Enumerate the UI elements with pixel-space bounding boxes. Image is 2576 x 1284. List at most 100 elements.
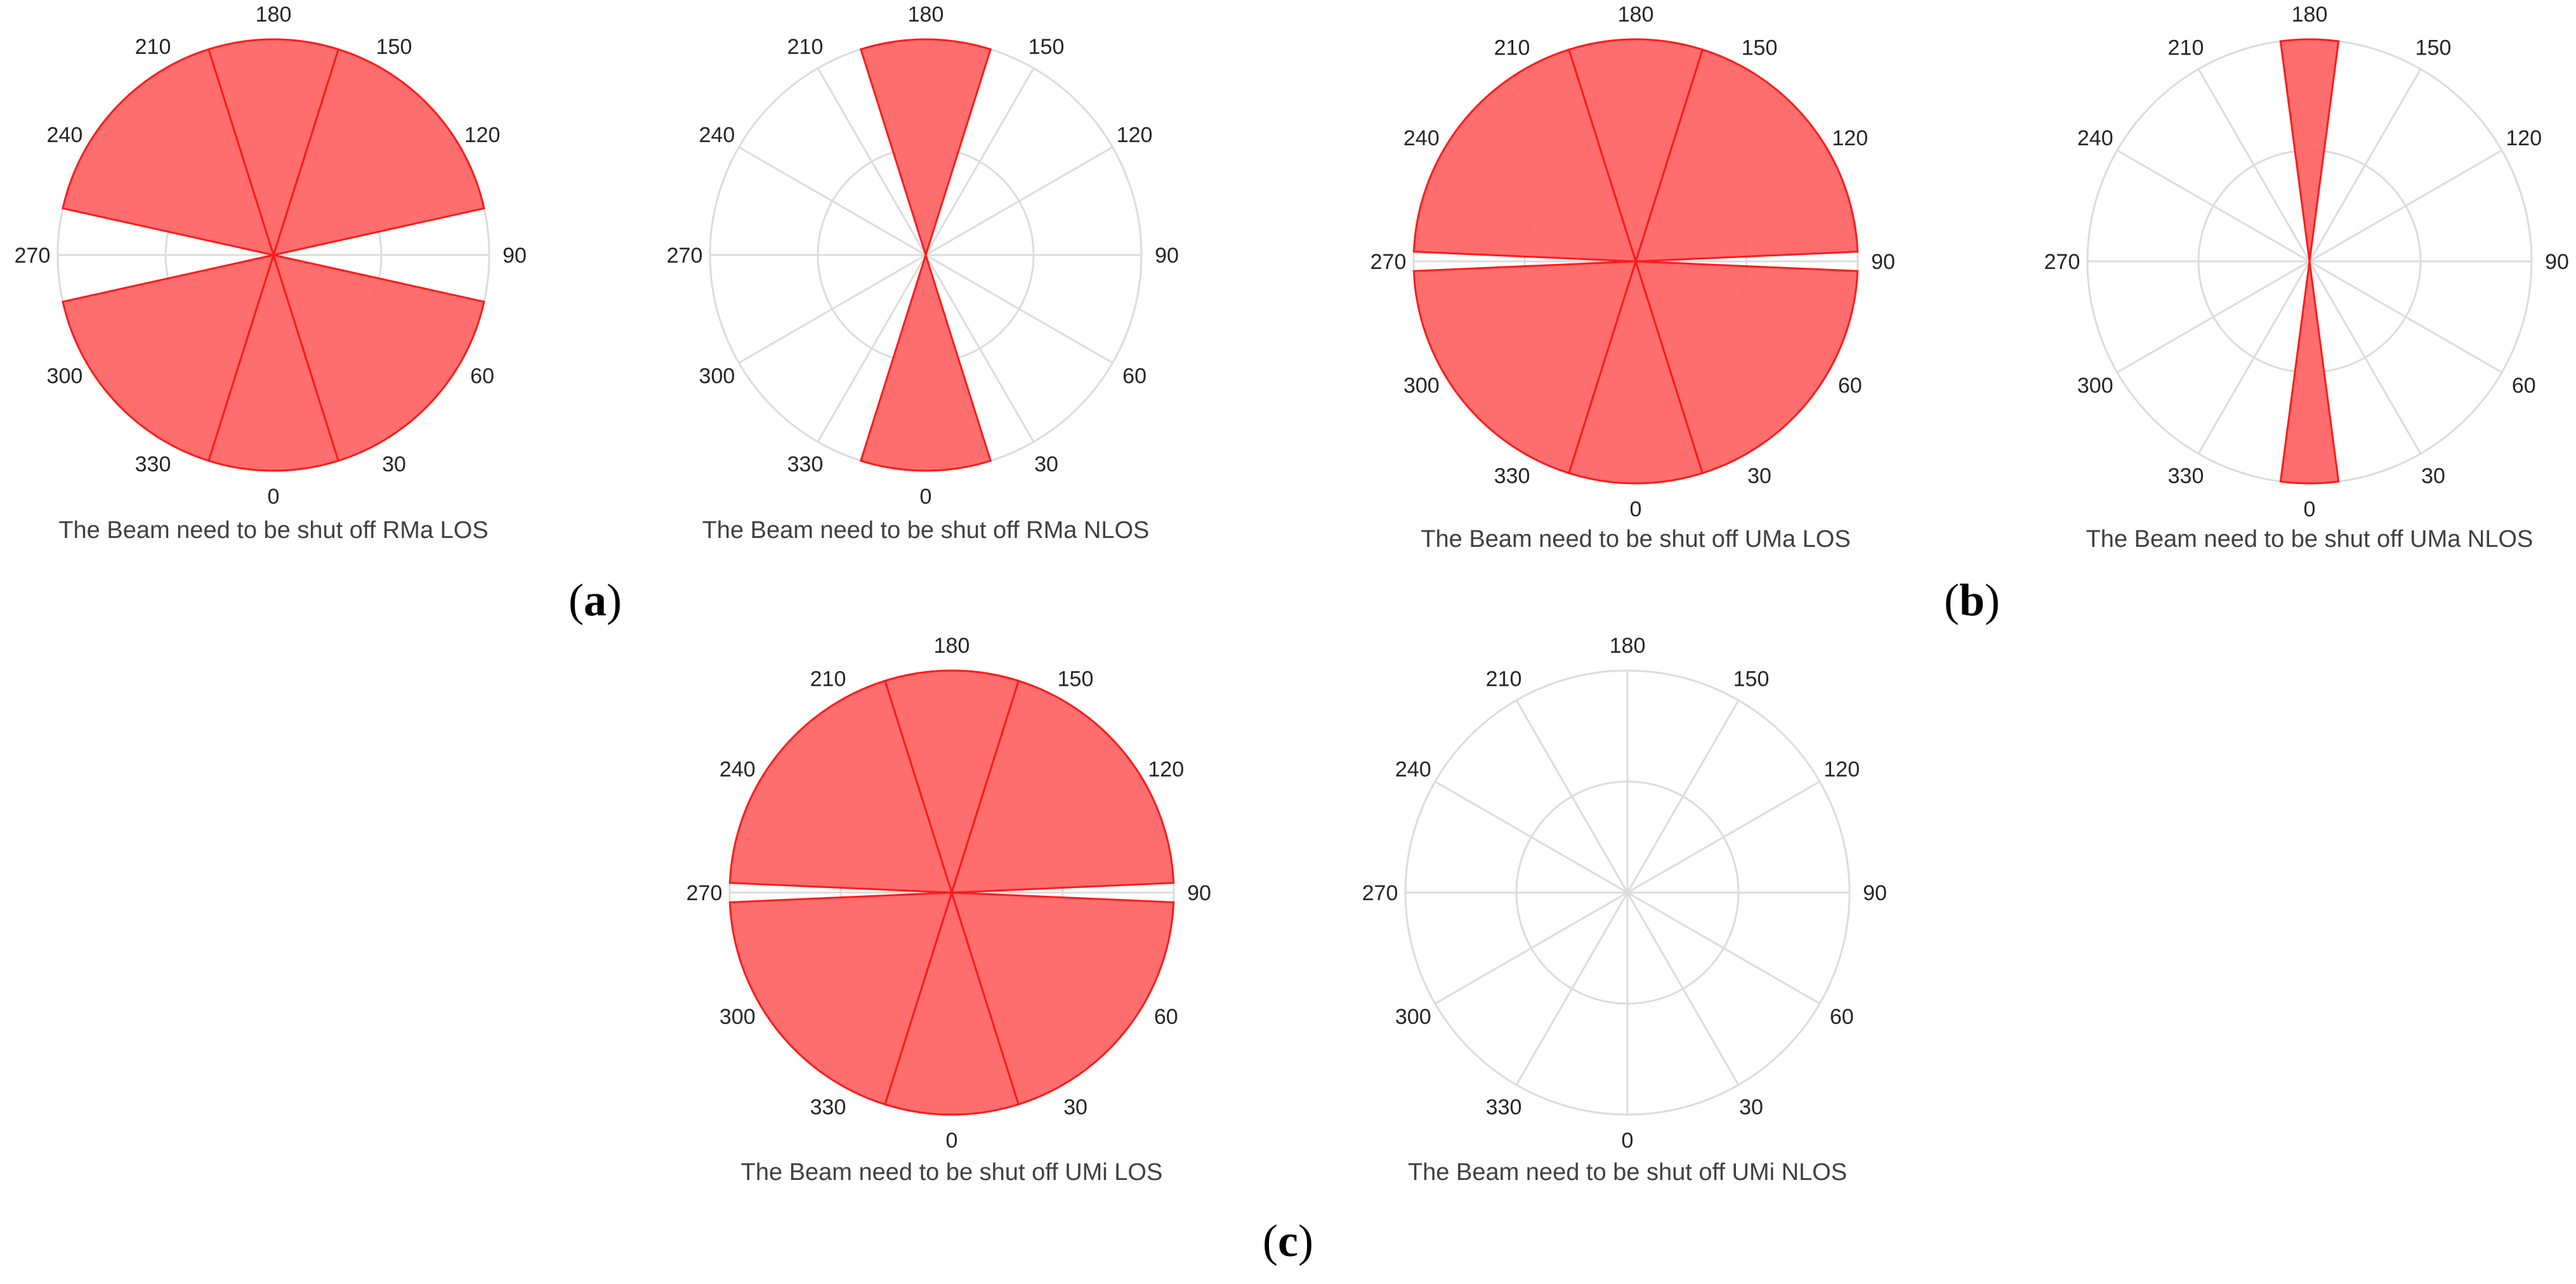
grid-spoke [924, 254, 1035, 443]
theta-tick-label: 60 [1122, 364, 1147, 388]
theta-tick-label: 60 [2512, 374, 2536, 398]
theta-tick-label: 30 [1739, 1096, 1763, 1120]
theta-tick-label: 120 [1824, 757, 1860, 782]
theta-tick-label: 180 [256, 3, 292, 27]
theta-tick-label: 240 [47, 123, 83, 147]
grid-spoke [1626, 892, 1740, 1085]
grid-spoke [1627, 891, 1820, 1005]
theta-tick-label: 240 [1403, 126, 1440, 150]
theta-tick-label: 180 [1618, 3, 1654, 27]
theta-tick-label: 240 [2077, 126, 2113, 150]
grid-spoke [2197, 261, 2311, 454]
theta-tick-label: 210 [1494, 36, 1530, 60]
theta-tick-label: 240 [699, 123, 735, 147]
grid-spoke [1515, 892, 1629, 1085]
wedge [1634, 260, 1859, 475]
x-axis-label: The Beam need to be shut off UMa NLOS [2086, 526, 2533, 553]
grid-spoke [1435, 780, 1628, 894]
theta-tick-label: 270 [15, 244, 51, 268]
grid-spoke [738, 146, 926, 256]
theta-tick-label: 210 [1486, 667, 1522, 691]
theta-tick-label: 150 [376, 35, 412, 59]
theta-tick-label: 30 [1063, 1096, 1088, 1120]
theta-tick-label: 330 [1486, 1096, 1522, 1120]
theta-tick-label: 210 [2168, 36, 2204, 60]
theta-tick-label: 210 [787, 35, 824, 59]
wedge [2279, 38, 2340, 262]
theta-tick-label: 180 [934, 634, 970, 658]
x-axis-label: The Beam need to be shut off UMi NLOS [1408, 1159, 1847, 1186]
x-axis-label: The Beam need to be shut off RMa LOS [58, 517, 488, 544]
theta-tick-label: 330 [135, 452, 171, 476]
theta-tick-label: 60 [1830, 1005, 1854, 1029]
theta-tick-label: 300 [1403, 374, 1440, 398]
theta-tick-label: 330 [1494, 464, 1530, 488]
grid-spoke [2117, 260, 2310, 374]
theta-tick-label: 300 [2077, 374, 2113, 398]
grid-spoke [1435, 891, 1628, 1005]
theta-tick-label: 0 [920, 485, 932, 509]
theta-tick-label: 0 [1630, 497, 1642, 521]
wedge [883, 889, 1020, 1116]
wedge [2279, 261, 2340, 485]
theta-tick-label: 0 [2304, 497, 2316, 521]
theta-tick-label: 150 [1742, 36, 1778, 60]
theta-tick-label: 270 [687, 881, 723, 905]
panel-label-c: (c) [1263, 1215, 1313, 1266]
grid-spoke [925, 146, 1114, 256]
polar-chart-6: 0 30 60 90 120 150 180 210 240 270 300 330 The Beam … [1362, 634, 1887, 1186]
wedge [272, 48, 485, 257]
grid-spoke [817, 254, 927, 443]
theta-tick-label: 120 [1117, 123, 1153, 147]
grid-spoke [925, 254, 1114, 364]
polar-chart-5: 0 30 60 90 120 150 180 210 240 270 300 330 The Beam … [687, 634, 1211, 1186]
theta-tick-label: 30 [1034, 452, 1058, 476]
x-axis-label: The Beam need to be shut off RMa NLOS [702, 517, 1150, 544]
grid-spoke [2309, 149, 2502, 263]
theta-tick-label: 270 [667, 244, 703, 268]
grid-spoke [924, 67, 1035, 256]
wedge [950, 891, 1175, 1106]
theta-tick-label: 0 [268, 485, 280, 509]
wedge [272, 253, 485, 462]
wedge [1412, 260, 1638, 475]
wedge [1567, 38, 1704, 265]
theta-tick-label: 270 [1362, 881, 1398, 905]
wedge [207, 252, 340, 472]
grid-spoke [817, 67, 927, 256]
theta-tick-label: 0 [1622, 1129, 1634, 1153]
theta-tick-label: 180 [908, 3, 944, 27]
theta-tick-label: 120 [2506, 126, 2542, 150]
polar-chart-4: 0 30 60 90 120 150 180 210 240 270 300 330 The Beam … [2044, 3, 2569, 553]
polar-chart-2: 0 30 60 90 120 150 180 210 240 270 300 330 The Beam … [667, 3, 1179, 544]
grid-spoke [1627, 780, 1820, 894]
wedge [883, 669, 1020, 896]
wedge [207, 38, 340, 258]
theta-tick-label: 150 [1058, 667, 1094, 691]
wedge [1412, 48, 1638, 263]
theta-tick-label: 150 [1028, 35, 1065, 59]
theta-tick-label: 210 [810, 667, 846, 691]
x-axis-label: The Beam need to be shut off UMa LOS [1421, 526, 1850, 553]
panel-label-b: (b) [1944, 575, 2000, 626]
theta-tick-label: 330 [787, 452, 824, 476]
theta-tick-label: 30 [2421, 464, 2445, 488]
theta-tick-label: 210 [135, 35, 171, 59]
wedge [62, 253, 275, 462]
theta-tick-label: 180 [2292, 3, 2328, 27]
theta-tick-label: 150 [1733, 667, 1770, 691]
theta-tick-label: 90 [1155, 244, 1179, 268]
theta-tick-label: 90 [503, 244, 527, 268]
theta-tick-label: 120 [1832, 126, 1868, 150]
theta-tick-label: 90 [1187, 881, 1211, 905]
theta-tick-label: 270 [1370, 250, 1407, 274]
theta-tick-label: 330 [810, 1096, 846, 1120]
theta-tick-label: 240 [1395, 757, 1431, 782]
theta-tick-label: 90 [1863, 881, 1887, 905]
theta-tick-label: 60 [470, 364, 494, 388]
panel-label-a: (a) [568, 575, 622, 626]
theta-tick-label: 300 [47, 364, 83, 388]
theta-tick-label: 330 [2168, 464, 2204, 488]
theta-tick-label: 60 [1154, 1005, 1178, 1029]
